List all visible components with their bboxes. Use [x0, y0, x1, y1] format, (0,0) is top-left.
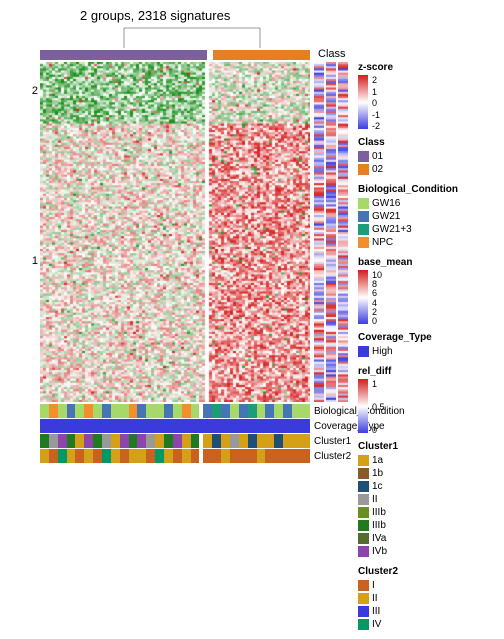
heatmap-main: [40, 62, 310, 402]
class-bar-label: Class: [318, 48, 346, 60]
dendrogram: [40, 24, 310, 48]
annot-row-Biological_Condition: [40, 404, 310, 418]
annot-row-Coverage_Type: [40, 419, 310, 433]
row-group-labels: 21: [20, 60, 38, 400]
class-bar: [40, 50, 310, 60]
annot-row-Cluster1: [40, 434, 310, 448]
title: 2 groups, 2318 signatures: [80, 8, 230, 23]
side-track-rel_diff: [338, 62, 348, 402]
annot-row-Cluster2: [40, 449, 310, 463]
side-track-base_mean: [326, 62, 336, 402]
side-track-z-score: [314, 62, 324, 402]
bottom-annotation-block: [40, 404, 310, 464]
side-track-container: [314, 62, 350, 402]
legend-panel: z-score210-1-2Class0102Biological_Condit…: [358, 62, 498, 639]
